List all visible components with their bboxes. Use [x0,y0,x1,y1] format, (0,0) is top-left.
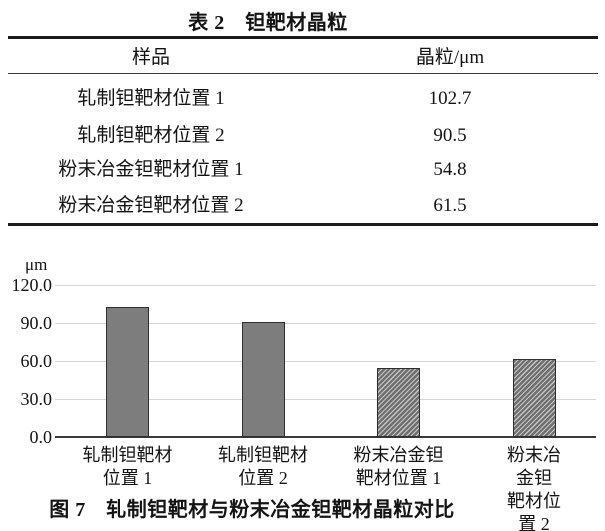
table-header-sample: 样品 [131,47,171,68]
gridline [55,322,596,324]
bar-1 [106,306,149,437]
gridline [55,284,596,286]
table-cell-sample: 轧制钽靶材位置 1 [77,88,225,109]
gridline [55,398,596,400]
table-header-grain: 晶粒/μm [415,47,485,68]
table-title: 表 2 钽靶材晶粒 [188,12,348,34]
bar-3 [377,367,420,437]
y-axis-unit-label: μm [25,255,48,274]
table-cell-sample: 粉末冶金钽靶材位置 1 [58,159,244,180]
x-category-label: 粉末冶金钽 靶材位置 2 [507,445,561,531]
figure-caption: 图 7 轧制钽靶材与粉末冶金钽靶材晶粒对比 [49,499,455,521]
y-tick-label: 120.0 [11,275,53,295]
gridline [55,360,596,362]
table-cell-sample: 轧制钽靶材位置 2 [77,125,225,146]
table-cell-value: 61.5 [433,195,467,216]
y-tick-label: 60.0 [20,351,53,371]
table-top-rule [8,36,598,39]
bar-4 [512,359,556,437]
y-tick-label: 90.0 [20,313,53,333]
x-category-label: 轧制钽靶材 位置 2 [218,445,308,488]
x-axis-line [55,436,596,438]
table-bottom-rule [8,223,598,226]
x-category-label: 轧制钽靶材 位置 1 [82,445,173,488]
table-cell-sample: 粉末冶金钽靶材位置 2 [58,195,244,216]
bar-2 [241,322,285,437]
table-header-rule [8,73,598,74]
table-cell-value: 102.7 [428,88,472,109]
table-cell-value: 54.8 [433,159,467,180]
x-category-label: 粉末冶金钽 靶材位置 1 [353,445,444,488]
y-tick-label: 0.0 [29,427,53,447]
table-cell-value: 90.5 [433,125,467,146]
y-tick-label: 30.0 [20,389,53,409]
